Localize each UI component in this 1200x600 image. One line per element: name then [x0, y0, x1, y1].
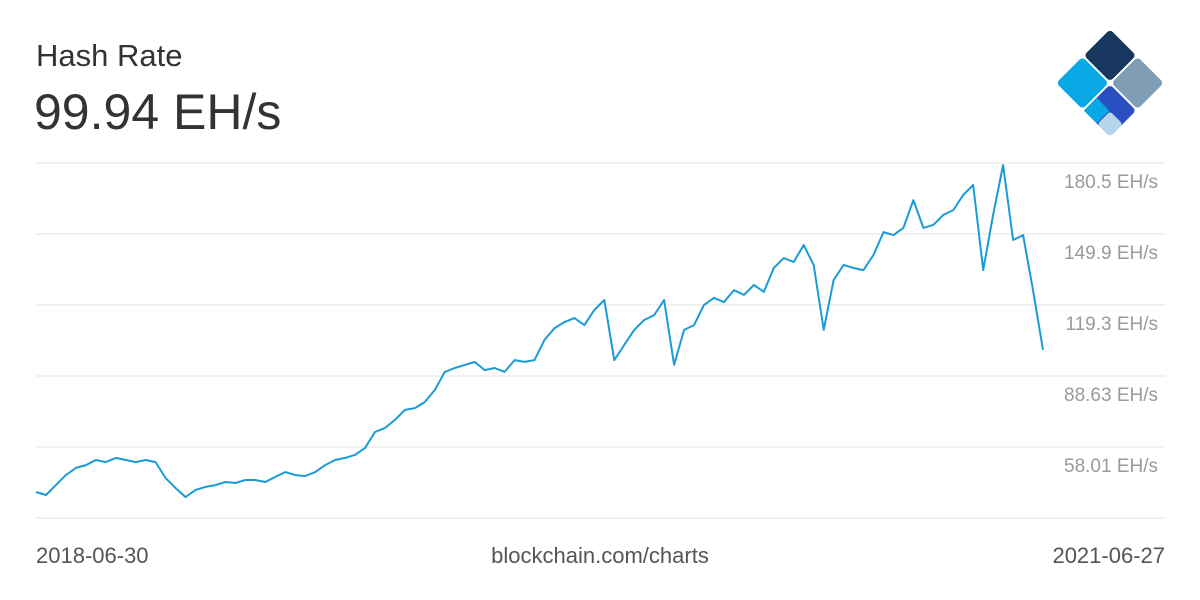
y-tick-label: 149.9 EH/s	[1064, 243, 1158, 264]
chart-title: Hash Rate	[36, 38, 182, 73]
y-tick-label: 88.63 EH/s	[1064, 385, 1158, 406]
x-start-label: 2018-06-30	[36, 543, 149, 568]
x-end-label: 2021-06-27	[1052, 543, 1165, 568]
current-value: 99.94 EH/s	[34, 84, 281, 140]
logo	[1057, 30, 1163, 136]
y-tick-label: 119.3 EH/s	[1065, 314, 1158, 335]
data-line	[35, 164, 1044, 499]
y-tick-label: 58.01 EH/s	[1064, 456, 1158, 477]
y-tick-label: 180.5 EH/s	[1064, 172, 1158, 193]
source: blockchain.com/charts	[491, 543, 709, 568]
